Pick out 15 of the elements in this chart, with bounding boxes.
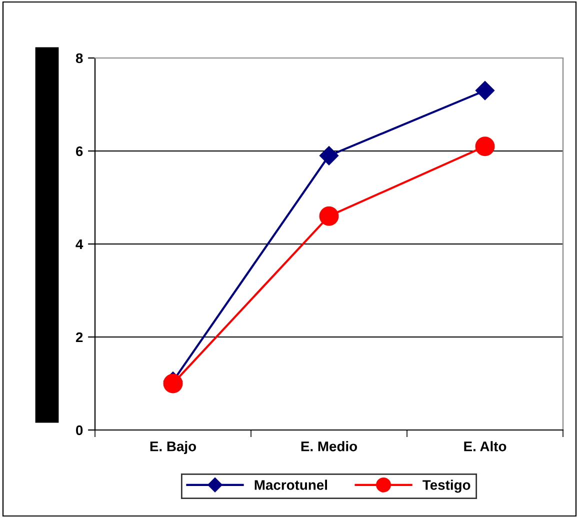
legend-label: Testigo [422,480,470,493]
point [475,136,495,156]
point [319,206,339,226]
y-tick-label: 8 [76,53,83,64]
y-tick-label: 6 [76,146,83,156]
x-tick-label: E. Bajo [150,441,196,454]
x-tick-label: E. Medio [301,441,358,452]
x-tick-label: E. Alto [464,441,506,452]
legend-label: Macrotunel [254,480,327,490]
point [163,374,183,394]
y-tick-label: 4 [76,239,84,250]
y-tick-label: 2 [76,332,83,342]
y-tick-label: 0 [76,425,83,436]
point [475,81,495,100]
point [319,146,339,166]
